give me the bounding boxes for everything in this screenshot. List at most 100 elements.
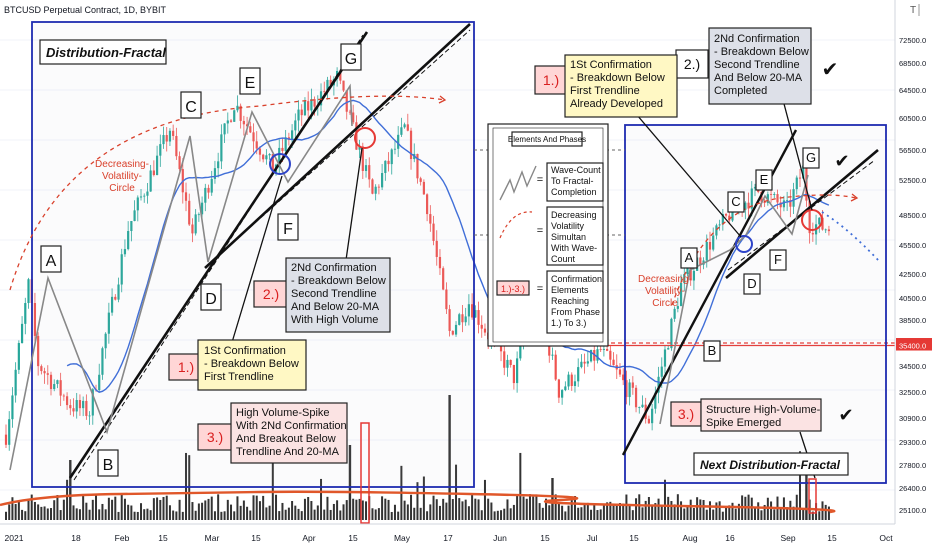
wave-letter: G — [806, 150, 816, 165]
volume-bar — [384, 498, 387, 520]
candle-body — [454, 324, 458, 335]
volume-bar — [541, 507, 544, 520]
candle-body — [509, 359, 512, 366]
volume-bar — [625, 494, 628, 520]
candle-body — [78, 400, 82, 409]
volume-bar — [332, 503, 335, 520]
volume-bar — [313, 509, 316, 520]
volatility-label: Decreasing-Volatility-Circle — [638, 274, 692, 309]
volume-bar — [567, 505, 570, 520]
left-box-title: Distribution-Fractal — [46, 45, 166, 60]
candle-body — [503, 351, 506, 368]
candle-body — [4, 434, 8, 445]
annotation-box — [511, 131, 583, 147]
volume-bar — [628, 505, 631, 520]
candle-body — [329, 79, 332, 86]
candle-body — [358, 146, 361, 150]
volume-bar — [419, 507, 422, 520]
volume-bar — [516, 495, 519, 520]
candle-body — [72, 408, 75, 412]
volume-bar — [197, 503, 200, 520]
candle-body — [236, 105, 239, 111]
candle-body — [625, 380, 628, 398]
candle-body — [589, 350, 593, 362]
candle-body — [419, 178, 422, 182]
annotation-box — [703, 340, 721, 362]
volume-bar — [271, 459, 274, 520]
candle-body — [110, 296, 114, 313]
volume-bar — [824, 504, 827, 520]
volume-bar — [355, 499, 358, 520]
candle-body — [686, 266, 689, 275]
volume-bar — [641, 507, 644, 520]
volume-bar — [657, 498, 660, 520]
volatility-label: Decreasing-Volatility-Circle — [95, 159, 149, 194]
candle-body — [609, 350, 612, 360]
candle-body — [631, 382, 634, 388]
price-tick-label: 38500.0 — [899, 316, 926, 325]
confirmation-circle — [735, 235, 753, 253]
candle-body — [792, 189, 795, 207]
legend-phase-label: 1.)-3.) — [501, 284, 525, 294]
volume-bar — [117, 511, 120, 520]
volume-bar — [615, 503, 618, 520]
volume-bar — [686, 505, 689, 520]
candle-body — [802, 165, 805, 179]
candle-body — [255, 141, 258, 149]
volume-bar — [233, 511, 236, 520]
volume-bar — [721, 511, 724, 520]
price-tick-label: 45500.0 — [899, 241, 926, 250]
time-tick-label: 18 — [71, 533, 81, 543]
volume-bar — [757, 502, 760, 520]
check-icon: ✔ — [838, 405, 853, 425]
wave-letter: F — [774, 252, 782, 267]
volume-bar — [734, 508, 737, 520]
candle-body — [188, 200, 191, 225]
volume-bar — [140, 503, 143, 520]
time-tick-label: May — [394, 533, 411, 543]
candle-body — [480, 324, 483, 329]
candle-body — [326, 79, 329, 92]
candle-body — [612, 359, 615, 366]
volume-bar — [336, 500, 339, 520]
volume-bar — [101, 503, 104, 520]
volume-bar — [194, 510, 197, 520]
legend-title: Elements And Phases — [508, 135, 586, 144]
volume-bar — [326, 496, 329, 520]
volume-bar — [654, 503, 657, 520]
candle-body — [406, 124, 409, 131]
candle-body — [197, 214, 200, 216]
volume-bar — [165, 495, 168, 520]
candle-body — [705, 241, 708, 261]
volume-bar — [320, 478, 323, 520]
volume-bar — [602, 504, 605, 520]
candle-body — [191, 224, 194, 234]
candle-body — [11, 395, 14, 420]
price-tick-label: 30900.0 — [899, 414, 926, 423]
candle-body — [65, 396, 69, 406]
candle-body — [281, 147, 284, 152]
volume-bar — [252, 495, 255, 520]
volume-bar — [98, 509, 101, 520]
annotation-box — [693, 452, 849, 476]
phase-label: 2.) — [684, 56, 700, 72]
candle-body — [747, 202, 750, 209]
phase-label: 1.) — [178, 359, 194, 375]
volume-bar — [111, 499, 114, 520]
volume-bar — [217, 494, 220, 520]
volume-bar — [8, 504, 11, 520]
volume-bar — [596, 510, 599, 520]
volume-bar — [358, 498, 361, 520]
volume-bar — [702, 499, 705, 520]
volume-bar — [393, 504, 396, 520]
volume-bar — [345, 500, 348, 520]
structure-spike-text: Structure High-Volume-Spike Emerged — [706, 404, 821, 429]
volume-bar — [487, 498, 490, 520]
candle-body — [570, 374, 573, 387]
candle-body — [821, 217, 824, 230]
volume-bar — [432, 495, 435, 520]
volume-bar — [284, 509, 287, 520]
volume-bar — [673, 504, 676, 520]
volume-bar — [699, 499, 702, 520]
